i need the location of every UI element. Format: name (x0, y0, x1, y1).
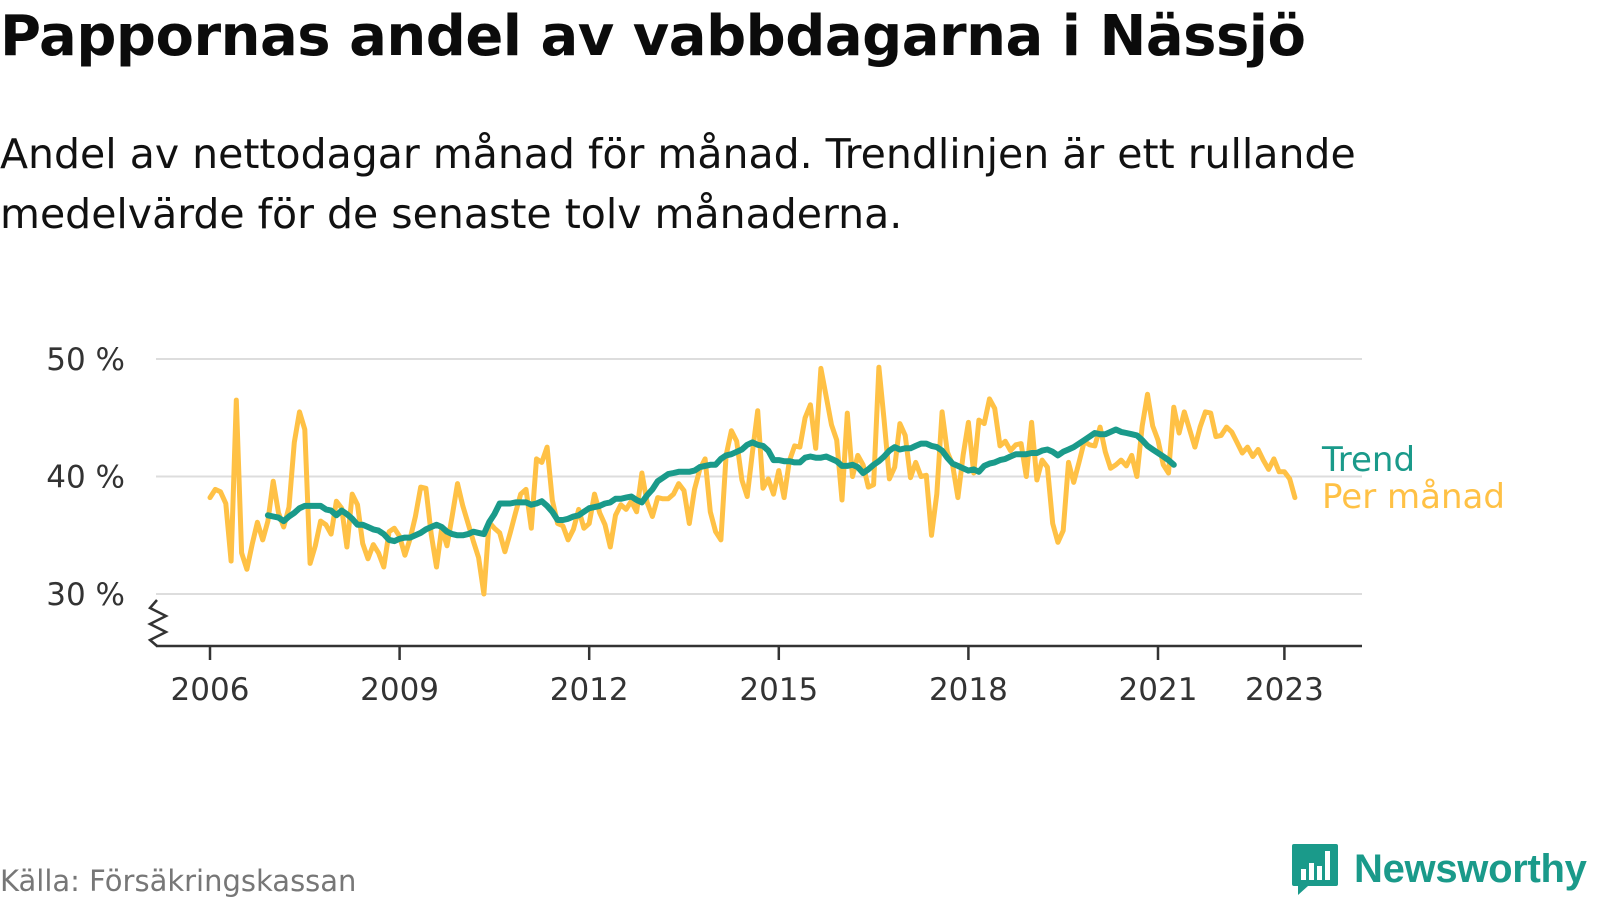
x-tick-label: 2023 (1245, 672, 1324, 708)
y-tick-label: 40 % (46, 460, 125, 496)
legend-label-per-manad: Per månad (1322, 477, 1505, 517)
brand-logo[interactable]: Newsworthy (1290, 838, 1587, 900)
series-line-trend (264, 426, 1177, 545)
bar-chart-badge-icon (1292, 844, 1338, 895)
x-tick-label: 2021 (1119, 672, 1198, 708)
x-tick-label: 2006 (171, 672, 250, 708)
x-tick-label: 2012 (550, 672, 629, 708)
x-tick-label: 2015 (739, 672, 818, 708)
source-note: Källa: Försäkringskassan (0, 864, 357, 898)
x-tick-label: 2018 (929, 672, 1008, 708)
x-tick-label: 2009 (360, 672, 439, 708)
y-axis: 30 % 40 % 50 % (46, 342, 125, 613)
series-line-per-manad (207, 364, 1298, 597)
y-tick-label: 50 % (46, 342, 125, 378)
chart-title: Pappornas andel av vabbdagarna i Nässjö (0, 4, 1306, 69)
y-tick-label: 30 % (46, 577, 125, 613)
gridlines (156, 358, 1362, 595)
x-axis: 2006 2009 2012 2015 2018 2021 2023 (171, 646, 1324, 708)
legend-label-trend: Trend (1321, 440, 1415, 480)
axis-break-icon (147, 599, 169, 647)
series (207, 364, 1298, 597)
line-chart: 30 % 40 % 50 % 2006 2009 2012 2015 2018 2021 202… (46, 342, 1505, 708)
chart-subtitle: Andel av nettodagar månad för månad. Tre… (0, 130, 1356, 238)
brand-name: Newsworthy (1354, 846, 1587, 891)
